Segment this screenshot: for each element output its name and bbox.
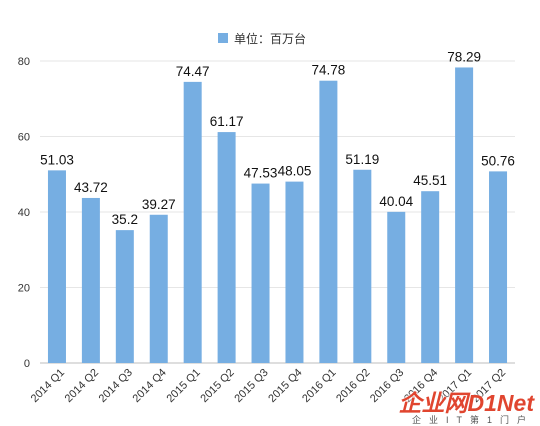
bar bbox=[319, 80, 338, 363]
y-tick-label: 20 bbox=[18, 283, 30, 295]
data-label: 40.04 bbox=[379, 194, 413, 209]
data-label: 74.78 bbox=[311, 63, 345, 78]
x-tick-label: 2016 Q1 bbox=[300, 367, 338, 405]
data-label: 39.27 bbox=[142, 197, 176, 212]
x-tick-label: 2014 Q4 bbox=[131, 367, 169, 405]
x-tick-label: 2014 Q2 bbox=[63, 367, 101, 405]
x-tick-label: 2016 Q2 bbox=[334, 367, 372, 405]
bar bbox=[115, 230, 134, 363]
bar bbox=[353, 169, 372, 363]
legend-swatch bbox=[218, 33, 228, 43]
legend-label: 单位：百万台 bbox=[234, 31, 307, 46]
bar bbox=[81, 197, 100, 363]
y-tick-label: 0 bbox=[24, 358, 30, 370]
bar bbox=[285, 181, 304, 363]
bar bbox=[387, 211, 406, 363]
bar bbox=[421, 191, 440, 363]
x-tick-label: 2014 Q3 bbox=[97, 367, 135, 405]
data-label: 74.47 bbox=[176, 64, 210, 79]
y-tick-label: 60 bbox=[18, 132, 30, 144]
bar bbox=[489, 171, 508, 363]
bar bbox=[251, 183, 270, 363]
data-label: 61.17 bbox=[210, 114, 244, 129]
data-label: 51.19 bbox=[345, 152, 379, 167]
x-tick-label: 2014 Q1 bbox=[29, 367, 67, 405]
bar bbox=[149, 214, 168, 363]
data-label: 35.2 bbox=[112, 212, 138, 227]
bar bbox=[47, 170, 66, 363]
x-tick-label: 2015 Q4 bbox=[266, 367, 304, 405]
y-tick-label: 80 bbox=[18, 56, 30, 68]
data-label: 47.53 bbox=[244, 166, 278, 181]
bar bbox=[183, 81, 202, 364]
y-tick-label: 40 bbox=[18, 207, 30, 219]
data-label: 78.29 bbox=[447, 49, 481, 64]
x-tick-label: 2015 Q1 bbox=[164, 367, 202, 405]
x-tick-label: 2015 Q3 bbox=[232, 367, 270, 405]
data-label: 45.51 bbox=[413, 173, 447, 188]
legend: 单位：百万台 bbox=[218, 30, 306, 46]
watermark-tagline: 企业IT第1门户 bbox=[411, 415, 534, 425]
bar bbox=[455, 67, 474, 363]
watermark-logo-text: 企业网D1Net bbox=[398, 390, 534, 416]
watermark: 企业网D1Net 企业IT第1门户 bbox=[372, 384, 540, 426]
data-label: 50.76 bbox=[481, 153, 515, 168]
x-tick-label: 2015 Q2 bbox=[198, 367, 236, 405]
data-label: 43.72 bbox=[74, 180, 108, 195]
data-label: 51.03 bbox=[40, 152, 74, 167]
bar bbox=[217, 132, 236, 363]
data-label: 48.05 bbox=[278, 164, 312, 179]
